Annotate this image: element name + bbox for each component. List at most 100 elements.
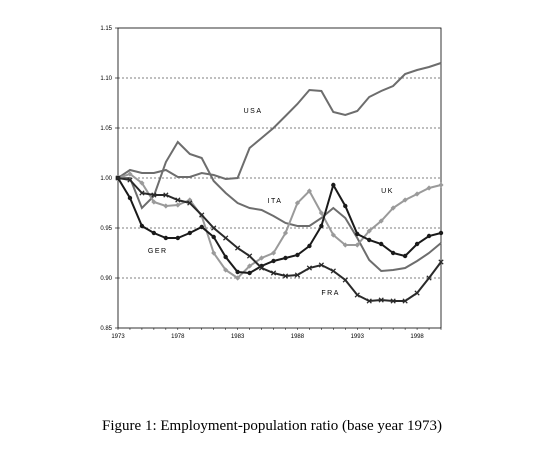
series-line-fra [117, 177, 442, 303]
data-point [139, 190, 145, 196]
data-point [307, 243, 312, 249]
y-axis-ticks: 0.85 0.90 0.95 1.00 1.05 1.10 1.15 [100, 26, 118, 332]
series-line-usa [117, 62, 442, 181]
data-point [402, 253, 408, 259]
x-tick-label: 1973 [111, 334, 125, 340]
data-point [211, 234, 216, 240]
data-point [331, 182, 336, 188]
y-tick-label: 0.85 [100, 326, 112, 332]
data-point [175, 202, 181, 208]
data-point [258, 265, 265, 271]
series-line-ita [118, 140, 442, 273]
y-tick-label: 1.00 [100, 176, 112, 182]
data-point [355, 231, 360, 237]
data-point [211, 250, 217, 256]
y-tick-label: 1.10 [100, 76, 112, 82]
series-uk [115, 171, 444, 281]
y-tick-label: 1.15 [100, 26, 112, 32]
data-point [330, 268, 336, 274]
data-point [282, 230, 289, 236]
data-point [367, 237, 372, 243]
data-point [414, 191, 420, 197]
data-point [318, 210, 324, 216]
y-tick-label: 1.05 [100, 126, 112, 132]
series-line-ger [117, 177, 442, 275]
data-point [343, 203, 348, 209]
grid-lines [118, 77, 441, 279]
data-point [438, 182, 444, 188]
data-point [318, 262, 325, 268]
data-point [175, 197, 181, 203]
data-point [246, 253, 253, 259]
series-group [115, 62, 444, 304]
data-point [270, 250, 277, 256]
data-point [306, 188, 313, 194]
data-point [187, 200, 193, 206]
data-point [151, 230, 157, 236]
data-point [199, 212, 205, 218]
data-point [163, 192, 169, 198]
series-fra [115, 175, 444, 304]
data-point [414, 290, 420, 296]
data-point [163, 203, 169, 209]
data-point [127, 171, 133, 177]
data-point [246, 263, 253, 269]
x-tick-label: 1993 [351, 334, 365, 340]
y-tick-label: 0.95 [100, 226, 112, 232]
data-point [378, 218, 384, 224]
series-label-uk: UK [381, 188, 394, 195]
data-point [330, 232, 336, 238]
data-point [426, 233, 432, 239]
data-point [211, 225, 217, 231]
series-usa [117, 62, 442, 181]
data-point [295, 252, 300, 258]
data-point [139, 223, 145, 229]
series-labels: USA ITA UK GER FRA [148, 108, 394, 297]
series-line-uk [117, 172, 442, 280]
y-tick-label: 0.90 [100, 276, 112, 282]
data-point [342, 242, 348, 248]
data-point [402, 298, 408, 304]
series-label-usa: USA [244, 108, 263, 115]
x-tick-label: 1998 [410, 334, 424, 340]
data-point [187, 230, 192, 236]
series-ita [118, 140, 442, 273]
data-point [139, 180, 145, 186]
data-point [151, 199, 157, 205]
data-point [378, 297, 384, 303]
data-point [283, 255, 288, 261]
data-point [175, 235, 181, 241]
data-point [402, 197, 408, 203]
series-ger [115, 175, 444, 276]
data-point [282, 273, 289, 279]
x-tick-label: 1978 [171, 334, 185, 340]
data-point [438, 230, 444, 236]
data-point [247, 270, 252, 276]
data-point [223, 254, 228, 260]
data-point [306, 265, 313, 271]
data-point [115, 175, 121, 181]
data-point [354, 292, 360, 298]
data-point [414, 241, 420, 247]
data-point [271, 258, 276, 264]
data-point [258, 255, 265, 261]
data-point [390, 250, 396, 256]
series-label-fra: FRA [321, 290, 340, 297]
data-point [294, 200, 301, 206]
data-point [438, 259, 444, 265]
employment-chart: 0.85 0.90 0.95 1.00 1.05 1.10 1.15 1973 1978 198… [100, 26, 444, 340]
data-point [223, 267, 229, 273]
data-point [366, 228, 372, 234]
data-point [342, 277, 348, 283]
data-point [426, 185, 432, 191]
figure-caption: Figure 1: Employment-population ratio (b… [102, 418, 442, 434]
data-point [294, 272, 301, 278]
data-point [223, 235, 229, 241]
data-point [127, 177, 133, 183]
data-point [235, 275, 241, 281]
x-tick-label: 1988 [291, 334, 305, 340]
data-point [163, 235, 169, 241]
x-tick-label: 1983 [231, 334, 245, 340]
series-label-ita: ITA [268, 198, 283, 205]
data-point [235, 269, 240, 275]
